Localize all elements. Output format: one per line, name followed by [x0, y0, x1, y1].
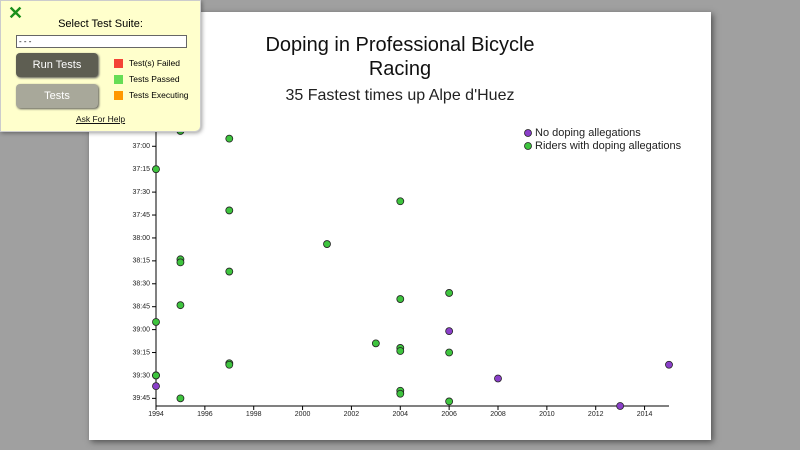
point	[396, 389, 405, 398]
point	[225, 134, 234, 143]
legend-item: Tests Executing	[114, 90, 189, 101]
point	[323, 240, 331, 248]
x-tick-label: 1996	[197, 411, 213, 418]
point	[445, 397, 454, 406]
point	[152, 382, 160, 391]
point	[225, 267, 234, 276]
point	[225, 206, 234, 215]
y-tick-label: 37:45	[132, 212, 150, 219]
point	[396, 347, 405, 355]
y-tick-label: 39:45	[132, 395, 150, 402]
chart: 37:00 37:15 37:30 37:45 38:00 38:15 38:30 38:45…	[132, 127, 682, 418]
legend-swatch	[114, 75, 123, 85]
point	[225, 360, 234, 369]
point	[176, 394, 185, 403]
point	[396, 197, 405, 206]
point	[152, 318, 160, 326]
point	[445, 327, 454, 336]
point	[494, 374, 502, 383]
legend-label: No doping allegations	[535, 127, 641, 139]
point	[396, 295, 405, 303]
legend-swatch	[114, 91, 123, 101]
y-tick-label: 38:30	[132, 281, 150, 288]
legend-text: Tests Passed	[129, 74, 180, 84]
point	[445, 348, 454, 357]
y-tick-label: 37:30	[132, 189, 150, 196]
point	[176, 301, 185, 310]
y-tick-label: 38:15	[132, 258, 150, 265]
y-tick-label: 38:45	[132, 304, 150, 311]
y-tick-label: 38:00	[132, 235, 150, 242]
point	[371, 339, 380, 348]
x-tick-label: 2010	[539, 411, 555, 418]
suite-select[interactable]: - - -	[16, 35, 187, 48]
point	[152, 165, 160, 174]
y-tick-label: 39:00	[132, 326, 150, 333]
y-tick-label: 37:00	[132, 143, 150, 150]
point	[616, 402, 625, 410]
x-tick-label: 2012	[588, 411, 604, 418]
legend-item: Tests Passed	[114, 74, 180, 85]
x-tick-label: 1998	[246, 411, 262, 418]
suite-label: Select Test Suite:	[58, 18, 143, 30]
chart-title: Doping in Professional Bicycle Racing	[265, 34, 535, 80]
point	[665, 360, 673, 369]
x-tick-label: 2014	[637, 411, 653, 418]
x-tick-label: 2000	[295, 411, 311, 418]
point	[152, 371, 160, 380]
legend-label: Riders with doping allegations	[535, 140, 682, 152]
legend-text: Tests Executing	[129, 90, 189, 100]
run-tests-button[interactable]: Run Tests	[16, 53, 98, 77]
y-tick-label: 39:30	[132, 372, 150, 379]
y-tick-label: 37:15	[132, 166, 150, 173]
test-panel: ✕ Select Test Suite: - - - Run Tests Tes…	[0, 0, 201, 132]
y-tick-label: 39:15	[132, 349, 150, 356]
point	[176, 258, 185, 267]
legend-marker	[524, 142, 532, 150]
legend-swatch	[114, 59, 123, 69]
legend-item: Test(s) Failed	[114, 58, 181, 69]
x-tick-label: 2006	[441, 411, 457, 418]
x-tick-label: 2004	[392, 411, 408, 418]
help-link[interactable]: Ask For Help	[75, 114, 126, 124]
point	[445, 289, 454, 297]
x-tick-label: 2002	[344, 411, 360, 418]
x-tick-label: 2008	[490, 411, 506, 418]
tests-button[interactable]: Tests	[16, 84, 98, 108]
legend-text: Test(s) Failed	[129, 58, 181, 68]
x-tick-label: 1994	[148, 411, 164, 418]
legend-marker	[524, 129, 532, 137]
close-button[interactable]: ✕	[8, 3, 24, 23]
